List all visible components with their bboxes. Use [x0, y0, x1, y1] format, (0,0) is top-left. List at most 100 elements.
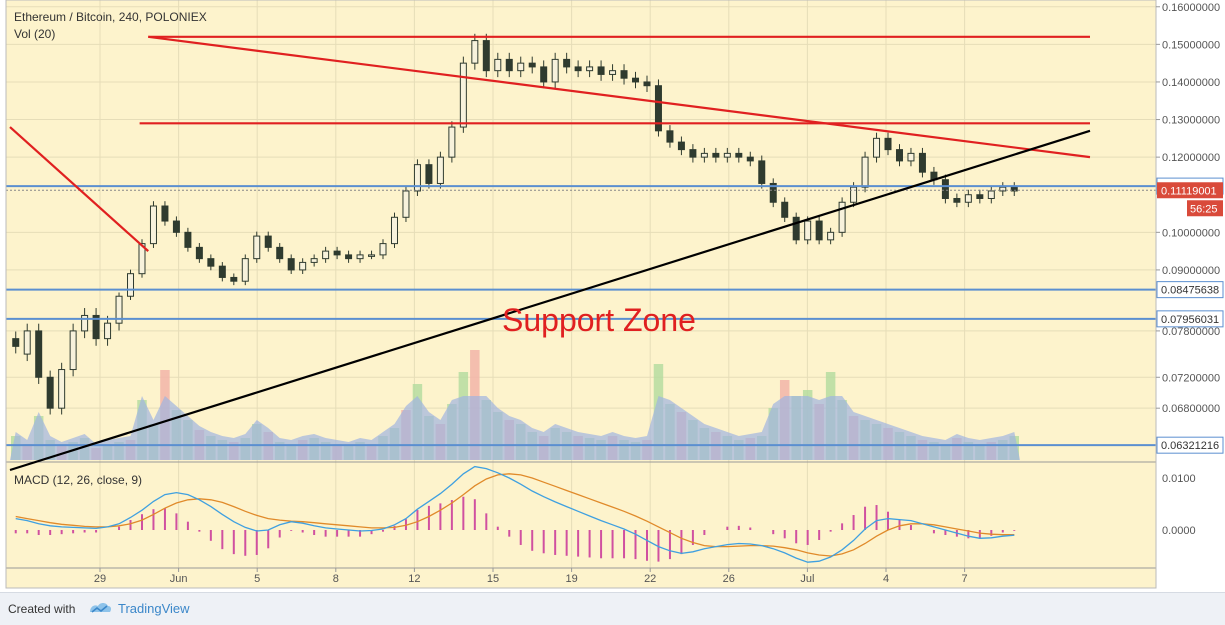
time-tick-label: 15: [487, 573, 499, 585]
candle-body: [999, 186, 1007, 192]
candle-body: [218, 265, 226, 278]
candle-body: [69, 330, 77, 371]
candle-body: [299, 261, 307, 271]
candle-body: [471, 40, 479, 64]
candle-body: [345, 254, 353, 260]
candle-body: [597, 66, 605, 75]
candle-body: [459, 62, 467, 128]
price-tick-label: 0.12000000: [1162, 152, 1220, 164]
candle-body: [827, 231, 835, 241]
candle-body: [517, 62, 525, 72]
candle-body: [838, 201, 846, 233]
candle-body: [104, 322, 112, 340]
candle-body: [310, 258, 318, 263]
macd-line: [15, 465, 1015, 563]
support-zone-annotation: Support Zone: [502, 302, 696, 338]
time-tick-label: 7: [962, 573, 968, 585]
candle-body: [379, 243, 387, 256]
candle-body: [494, 58, 502, 72]
candle-body: [781, 201, 789, 218]
candle-body: [666, 130, 674, 143]
chart-canvas[interactable]: 0.112295360.084756380.079560310.06321216…: [0, 0, 1225, 592]
time-tick-label: Jul: [800, 573, 814, 585]
candle-body: [58, 369, 66, 409]
candle-body: [643, 81, 651, 87]
candle-body: [195, 246, 203, 260]
price-tick-label: 0.07200000: [1162, 372, 1220, 384]
candle-body: [92, 314, 100, 340]
candle-body: [804, 220, 812, 241]
trend-line: [148, 35, 1091, 159]
candle-body: [368, 254, 376, 257]
created-with-label: Created with: [8, 602, 76, 616]
grid-lines: [6, 0, 1156, 568]
candle-body: [184, 231, 192, 248]
candle-body: [81, 314, 89, 332]
volume-bars: [10, 350, 1020, 460]
candle-body: [574, 66, 582, 72]
candle-body: [425, 164, 433, 184]
time-tick-label: 26: [723, 573, 735, 585]
candle-body: [884, 137, 892, 151]
candle-body: [964, 194, 972, 203]
candle-body: [620, 70, 628, 79]
candle-body: [505, 58, 513, 72]
candle-body: [609, 70, 617, 75]
candle-body: [815, 220, 823, 241]
macd-signal-line: [15, 473, 1015, 557]
candle-body: [712, 152, 720, 158]
time-tick-label: 19: [565, 573, 577, 585]
tradingview-logo-icon[interactable]: [88, 600, 112, 616]
macd-panel: [14, 465, 1016, 563]
candle-body: [895, 149, 903, 162]
support-levels: 0.112295360.084756380.079560310.06321216…: [6, 177, 1224, 454]
candle-body: [276, 246, 284, 260]
price-candles: [12, 33, 1018, 415]
chart-title: Ethereum / Bitcoin, 240, POLONIEX: [14, 10, 207, 24]
time-tick-label: 8: [333, 573, 339, 585]
time-tick-label: 5: [254, 573, 260, 585]
candle-body: [976, 194, 984, 199]
candle-body: [528, 62, 536, 68]
time-tick-label: 22: [644, 573, 656, 585]
tradingview-link[interactable]: TradingView: [118, 601, 190, 616]
candle-body: [23, 330, 31, 355]
volume-ma-area: [10, 396, 1020, 460]
candle-body: [138, 243, 146, 275]
candle-body: [563, 58, 571, 68]
price-tick-label: 0.13000000: [1162, 115, 1220, 127]
candle-body: [253, 235, 261, 260]
candle-body: [448, 126, 456, 158]
countdown-tag: [1187, 200, 1223, 217]
candle-body: [172, 220, 180, 233]
candle-body: [987, 190, 995, 199]
candle-body: [413, 164, 421, 192]
support-price-tag: [1156, 310, 1224, 328]
candle-body: [115, 295, 123, 324]
countdown-label: 56:25: [1190, 203, 1218, 215]
candle-body: [654, 85, 662, 132]
support-price-label: 0.06321216: [1161, 440, 1219, 452]
candle-body: [769, 182, 777, 203]
candle-body: [953, 197, 961, 203]
candle-body: [149, 205, 157, 245]
candle-body: [632, 77, 640, 83]
footer-bar: Created with TradingView: [0, 592, 1225, 625]
trend-line: [9, 126, 149, 252]
macd-tick-label: 0.0000: [1162, 525, 1196, 537]
time-tick-label: 12: [408, 573, 420, 585]
volume-label: Vol (20): [14, 27, 55, 41]
candle-body: [918, 152, 926, 173]
support-price-tag: [1156, 436, 1224, 454]
candle-body: [861, 156, 869, 188]
candle-body: [230, 276, 238, 282]
time-tick-label: 4: [883, 573, 889, 585]
candle-body: [12, 338, 20, 347]
support-price-label: 0.07956031: [1161, 314, 1219, 326]
candle-body: [540, 66, 548, 83]
candle-body: [941, 179, 949, 199]
candle-body: [792, 216, 800, 241]
macd-tick-label: 0.0100: [1162, 473, 1196, 485]
candle-body: [586, 66, 594, 72]
candle-body: [241, 258, 249, 282]
